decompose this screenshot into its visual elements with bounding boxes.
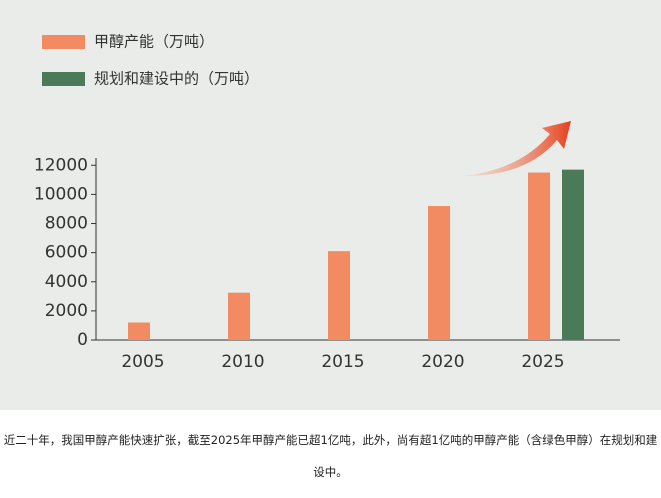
legend-swatch [42,72,85,86]
bar [562,169,584,340]
chart-background [0,0,661,410]
bar [328,251,350,340]
y-tick-label: 0 [77,330,88,350]
trend-arrow [462,121,571,177]
legend-label: 规划和建设中的（万吨） [94,70,259,88]
x-tick-label: 2020 [421,352,464,372]
legend-swatch [42,35,85,49]
x-tick-label: 2005 [121,352,164,372]
x-tick-label: 2015 [321,352,364,372]
x-tick-label: 2025 [521,352,564,372]
bar [428,206,450,340]
y-tick-label: 4000 [45,272,88,292]
bar [228,292,250,340]
y-tick-label: 10000 [34,184,88,204]
bar [128,322,150,340]
y-tick-label: 8000 [45,214,88,234]
caption: 近二十年，我国甲醇产能快速扩张，截至2025年甲醇产能已超1亿吨，此外，尚有超1… [3,433,658,479]
y-tick-label: 6000 [45,243,88,263]
bar [528,172,550,340]
legend-label: 甲醇产能（万吨） [94,33,214,51]
y-tick-label: 12000 [34,155,88,175]
x-tick-label: 2010 [221,352,264,372]
chart: 甲醇产能（万吨） 规划和建设中的（万吨） 0 2000 4000 6000 8000 1000… [0,0,661,410]
y-tick-label: 2000 [45,301,88,321]
